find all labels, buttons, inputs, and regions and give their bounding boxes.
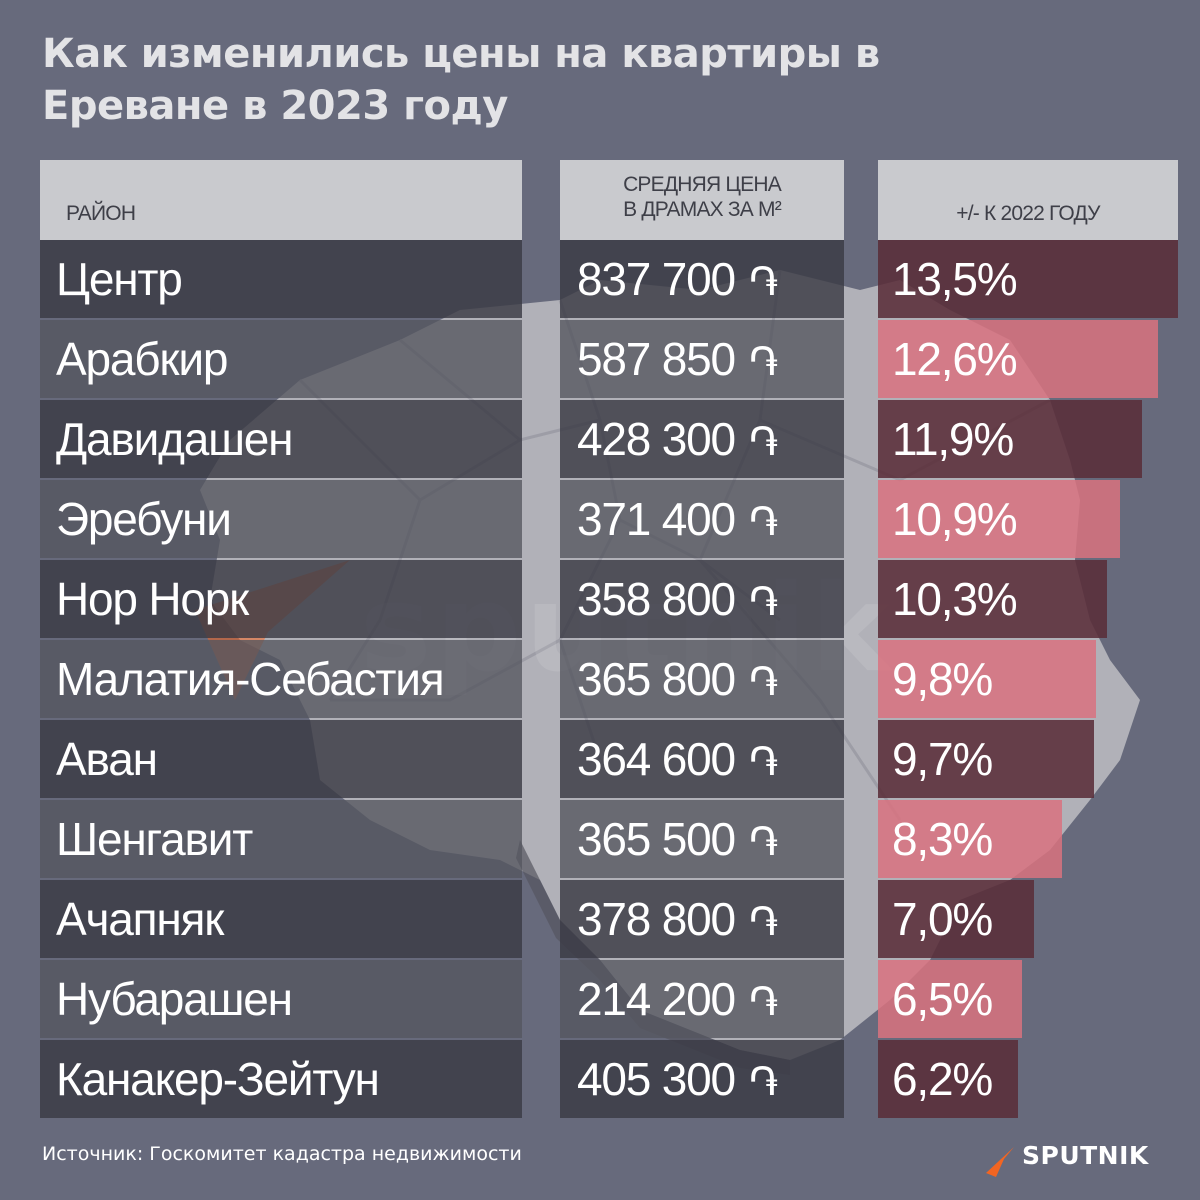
change-value: 9,7% bbox=[892, 733, 993, 785]
logo-text: SPUTNIK bbox=[1022, 1141, 1149, 1170]
change-bar: 11,9% bbox=[878, 400, 1142, 478]
price-header-line2: В ДРАМАХ ЗА М² bbox=[623, 198, 782, 221]
column-header-change: +/- К 2022 ГОДУ bbox=[878, 160, 1178, 240]
source-note: Источник: Госкомитет кадастра недвижимос… bbox=[42, 1143, 522, 1165]
price-value: 365 500 ֏ bbox=[560, 800, 844, 878]
change-value: 11,9% bbox=[892, 413, 1014, 465]
price-value: 214 200 ֏ bbox=[560, 960, 844, 1038]
sputnik-logo: SPUTNIK bbox=[984, 1137, 1174, 1179]
change-value: 13,5% bbox=[892, 253, 1018, 305]
price-value: 378 800 ֏ bbox=[560, 880, 844, 958]
dram-currency-icon: ֏ bbox=[748, 259, 778, 305]
price-header-line1: СРЕДНЯЯ ЦЕНА bbox=[623, 173, 782, 196]
change-bar: 10,3% bbox=[878, 560, 1107, 638]
dram-currency-icon: ֏ bbox=[748, 339, 778, 385]
district-name: Эребуни bbox=[40, 480, 522, 558]
price-value: 364 600 ֏ bbox=[560, 720, 844, 798]
district-name: Канакер-Зейтун bbox=[40, 1040, 522, 1118]
district-name: Малатия-Себастия bbox=[40, 640, 522, 718]
price-number: 365 800 bbox=[577, 653, 736, 705]
dram-currency-icon: ֏ bbox=[748, 819, 778, 865]
change-bar: 8,3% bbox=[878, 800, 1062, 878]
price-number: 371 400 bbox=[577, 493, 736, 545]
change-value: 10,3% bbox=[892, 573, 1018, 625]
price-number: 428 300 bbox=[577, 413, 736, 465]
dram-currency-icon: ֏ bbox=[748, 419, 778, 465]
column-header-price: СРЕДНЯЯ ЦЕНА В ДРАМАХ ЗА М² bbox=[560, 160, 844, 240]
dram-currency-icon: ֏ bbox=[748, 739, 778, 785]
change-value: 8,3% bbox=[892, 813, 993, 865]
change-bar: 7,0% bbox=[878, 880, 1034, 958]
price-number: 358 800 bbox=[577, 573, 736, 625]
district-name: Нубарашен bbox=[40, 960, 522, 1038]
price-value: 405 300 ֏ bbox=[560, 1040, 844, 1118]
change-bar: 6,5% bbox=[878, 960, 1022, 1038]
district-name: Арабкир bbox=[40, 320, 522, 398]
change-value: 7,0% bbox=[892, 893, 993, 945]
price-number: 837 700 bbox=[577, 253, 736, 305]
price-value: 587 850 ֏ bbox=[560, 320, 844, 398]
district-name: Давидашен bbox=[40, 400, 522, 478]
price-value: 358 800 ֏ bbox=[560, 560, 844, 638]
price-value: 837 700 ֏ bbox=[560, 240, 844, 318]
price-value: 371 400 ֏ bbox=[560, 480, 844, 558]
dram-currency-icon: ֏ bbox=[748, 899, 778, 945]
change-bar: 9,8% bbox=[878, 640, 1096, 718]
district-header-label: РАЙОН bbox=[66, 202, 136, 225]
change-value: 6,5% bbox=[892, 973, 993, 1025]
district-name: Аван bbox=[40, 720, 522, 798]
price-value: 365 800 ֏ bbox=[560, 640, 844, 718]
price-number: 364 600 bbox=[577, 733, 736, 785]
change-bar: 12,6% bbox=[878, 320, 1158, 398]
page-title: Как изменились цены на квартиры в Ереван… bbox=[42, 31, 880, 129]
district-name: Центр bbox=[40, 240, 522, 318]
dram-currency-icon: ֏ bbox=[748, 659, 778, 705]
dram-currency-icon: ֏ bbox=[748, 979, 778, 1025]
change-header-label: +/- К 2022 ГОДУ bbox=[956, 202, 1100, 225]
price-number: 378 800 bbox=[577, 893, 736, 945]
change-value: 9,8% bbox=[892, 653, 993, 705]
district-name: Ачапняк bbox=[40, 880, 522, 958]
dram-currency-icon: ֏ bbox=[748, 1059, 778, 1105]
price-value: 428 300 ֏ bbox=[560, 400, 844, 478]
change-bar: 10,9% bbox=[878, 480, 1120, 558]
district-name: Шенгавит bbox=[40, 800, 522, 878]
price-number: 365 500 bbox=[577, 813, 736, 865]
dram-currency-icon: ֏ bbox=[748, 499, 778, 545]
district-name: Нор Норк bbox=[40, 560, 522, 638]
sputnik-logo-icon bbox=[986, 1147, 1014, 1177]
column-header-district: РАЙОН bbox=[40, 160, 522, 240]
change-bar: 13,5% bbox=[878, 240, 1178, 318]
change-value: 6,2% bbox=[892, 1053, 993, 1105]
change-value: 12,6% bbox=[892, 333, 1018, 385]
change-value: 10,9% bbox=[892, 493, 1018, 545]
dram-currency-icon: ֏ bbox=[748, 579, 778, 625]
price-number: 587 850 bbox=[577, 333, 736, 385]
change-bar: 6,2% bbox=[878, 1040, 1018, 1118]
price-number: 405 300 bbox=[577, 1053, 736, 1105]
price-number: 214 200 bbox=[577, 973, 736, 1025]
change-bar: 9,7% bbox=[878, 720, 1094, 798]
